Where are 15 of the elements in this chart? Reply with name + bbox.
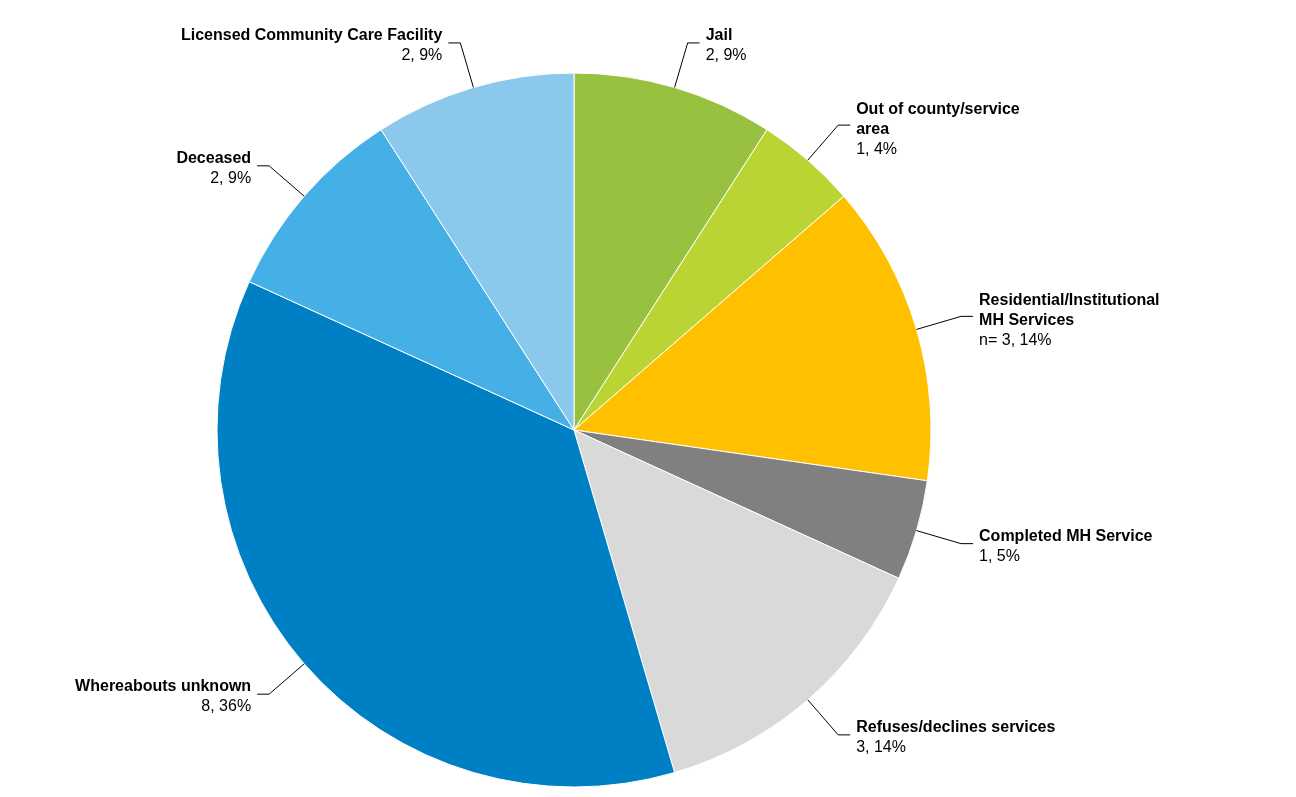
- data-label: 3, 14%: [856, 737, 906, 755]
- slice-label: Out of county/service area: [856, 100, 1020, 138]
- slice-label: Whereabouts unknown: [75, 677, 252, 695]
- slice-label: Refuses/declines services: [856, 717, 1056, 735]
- data-label: n= 3, 14%: [979, 331, 1052, 349]
- data-label: 8, 36%: [201, 697, 252, 715]
- slice-label: Jail: [705, 25, 733, 43]
- slice-label: Completed MH Service: [979, 526, 1153, 544]
- data-label: 2, 9%: [210, 168, 252, 186]
- slice-label: Deceased: [176, 148, 252, 166]
- data-label: 2, 9%: [401, 45, 443, 63]
- data-label: 1, 4%: [856, 140, 898, 158]
- data-label: 2, 9%: [705, 45, 747, 63]
- data-label: 1, 5%: [979, 546, 1020, 564]
- slice-label: Licensed Community Care Facility: [180, 25, 443, 43]
